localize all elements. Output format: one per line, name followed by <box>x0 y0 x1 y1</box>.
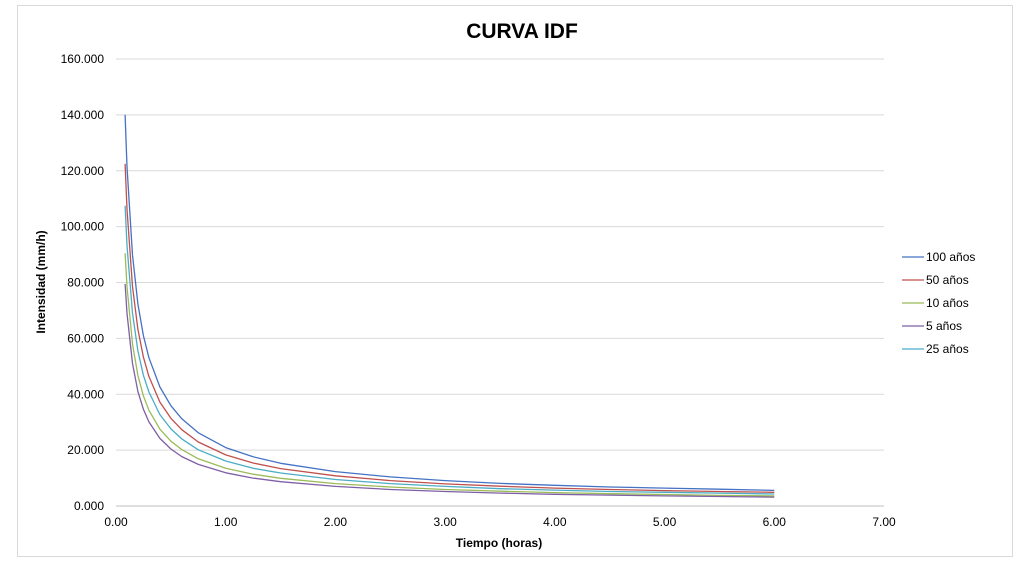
y-tick-label: 140.000 <box>61 108 105 122</box>
x-tick-label: 3.00 <box>433 515 457 529</box>
series-lines <box>124 114 775 498</box>
x-tick-label: 6.00 <box>763 515 787 529</box>
y-tick-label: 100.000 <box>61 220 105 234</box>
y-tick-label: 0.000 <box>74 499 104 513</box>
x-tick-label: 7.00 <box>872 515 896 529</box>
x-tick-label: 0.00 <box>104 515 128 529</box>
y-tick-labels: 0.000 20.000 40.000 60.000 80.000 100.000 120.… <box>61 52 105 513</box>
legend: 100 años 50 años 10 años 5 años 25 años <box>902 250 975 356</box>
y-tick-label: 40.000 <box>67 387 104 401</box>
x-axis-title: Tiempo (horas) <box>456 536 542 550</box>
x-tick-label: 4.00 <box>543 515 567 529</box>
y-tick-label: 160.000 <box>61 52 105 66</box>
y-tick-label: 80.000 <box>67 276 104 290</box>
series-line <box>124 114 775 492</box>
legend-entry: 25 años <box>926 342 969 356</box>
series-line <box>124 163 775 493</box>
y-tick-label: 120.000 <box>61 164 105 178</box>
grid <box>116 58 884 451</box>
series-line <box>124 253 775 497</box>
x-tick-label: 5.00 <box>653 515 677 529</box>
legend-entry: 100 años <box>926 250 975 264</box>
x-tick-labels: 0.00 1.00 2.00 3.00 4.00 5.00 6.00 7.00 <box>104 515 896 529</box>
chart-title: CURVA IDF <box>466 20 578 43</box>
series-line <box>124 283 775 498</box>
legend-entry: 10 años <box>926 296 969 310</box>
legend-entry: 50 años <box>926 273 969 287</box>
y-tick-label: 20.000 <box>67 443 104 457</box>
series-line <box>124 205 775 495</box>
y-axis-title: Intensidad (mm/h) <box>34 230 48 333</box>
y-tick-label: 60.000 <box>67 331 104 345</box>
x-tick-label: 1.00 <box>214 515 238 529</box>
chart-frame <box>17 5 1013 557</box>
x-tick-label: 2.00 <box>324 515 348 529</box>
legend-entry: 5 años <box>926 319 962 333</box>
